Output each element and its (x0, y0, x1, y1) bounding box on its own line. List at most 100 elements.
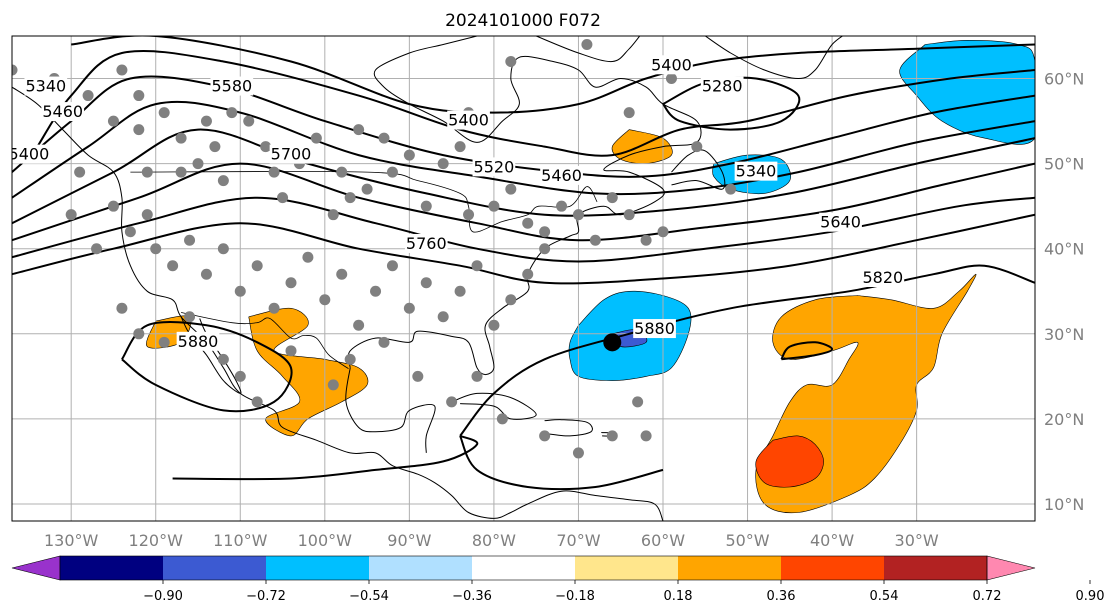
contour-label: 5580 (211, 77, 252, 96)
coastline (671, 149, 726, 190)
contour-label: 5460 (42, 102, 83, 121)
contour-label-bg (12, 144, 51, 164)
station-dot (234, 285, 246, 297)
station-dot (209, 141, 221, 153)
colorbar-tick-label: −0.72 (246, 589, 286, 604)
station-dot (226, 107, 238, 119)
station-dot (268, 166, 280, 178)
station-dot (107, 200, 119, 212)
station-dot (572, 447, 584, 459)
figure-title: 2024101000 F072 (445, 11, 601, 31)
station-dot (496, 413, 508, 425)
contour-label: 5820 (862, 268, 903, 287)
colorbar: −0.90 −0.72 −0.54 −0.36 −0.18 0.18 0.36 0.54 0.7… (11, 555, 1104, 604)
station-dot (74, 166, 86, 178)
lon-tick-label: 50°W (725, 531, 769, 550)
colorbar-segment (369, 556, 472, 580)
station-dot (327, 209, 339, 221)
contour-label: 5760 (406, 234, 447, 253)
colorbar-tick-label: −0.18 (555, 589, 595, 604)
station-dot (192, 158, 204, 170)
station-dot (234, 370, 246, 382)
lon-tick-label: 40°W (810, 531, 854, 550)
station-dot (285, 277, 297, 289)
contour-label-bg (633, 319, 676, 339)
height-contour (12, 100, 1035, 199)
contour-label-bg (269, 144, 313, 164)
shade-region-greenland-sea (899, 39, 1035, 145)
station-dot (141, 166, 153, 178)
station-dot (124, 226, 136, 238)
lon-tick-label: 100°W (298, 531, 353, 550)
station-dot (167, 260, 179, 272)
station-dot (556, 200, 568, 212)
lon-tick-label: 120°W (129, 531, 184, 550)
contour-label-bg (472, 157, 516, 177)
station-dot (175, 166, 187, 178)
station-dot (353, 124, 365, 136)
station-dot (217, 353, 229, 365)
contour-label-bg (540, 165, 583, 185)
station-dot (505, 183, 517, 195)
station-dot (184, 234, 196, 246)
contour-label: 5520 (474, 157, 515, 176)
colorbar-tick-label: 0.54 (870, 589, 899, 604)
station-dot (539, 226, 551, 238)
contour-label: 5880 (178, 332, 219, 351)
contour-label: 5460 (541, 166, 582, 185)
station-dot (327, 379, 339, 391)
station-dot (133, 90, 145, 102)
height-contour (459, 435, 664, 491)
station-dot (454, 285, 466, 297)
lon-tick-label: 30°W (895, 531, 939, 550)
station-dot (277, 192, 289, 204)
colorbar-segment (884, 556, 987, 580)
station-dot (386, 260, 398, 272)
contour-label-bg (404, 233, 448, 253)
contour-label-bg (650, 55, 693, 75)
height-contour (12, 162, 1035, 242)
station-dot (285, 345, 297, 357)
contour-label: 5280 (702, 77, 743, 96)
station-dot (623, 209, 635, 221)
contour-label: 5340 (25, 77, 66, 96)
station-dot (116, 302, 128, 314)
lat-tick-label: 40°N (1044, 240, 1084, 259)
colorbar-extend-low (11, 555, 61, 581)
station-dot (403, 302, 415, 314)
contour-label: 5400 (448, 111, 489, 130)
station-dot (632, 396, 644, 408)
station-dot (361, 183, 373, 195)
station-dot (336, 166, 348, 178)
colorbar-segment (266, 556, 369, 580)
station-dot (378, 336, 390, 348)
station-dot (623, 107, 635, 119)
station-dot (141, 209, 153, 221)
colorbar-segment (781, 556, 884, 580)
station-dot (589, 234, 601, 246)
station-dot (522, 217, 534, 229)
station-dot (471, 370, 483, 382)
colorbar-extend-high (986, 555, 1036, 581)
colorbar-frame (59, 555, 988, 581)
station-dot (217, 175, 229, 187)
station-dot (158, 107, 170, 119)
contour-label-bg (447, 110, 490, 130)
center-marker (603, 333, 622, 352)
contour-label: 5640 (820, 213, 861, 232)
contour-label: 5340 (736, 162, 777, 181)
contour-label-bg (210, 76, 254, 96)
height-contour (12, 196, 1035, 263)
station-dot (353, 319, 365, 331)
station-dot (344, 192, 356, 204)
station-dot (12, 64, 18, 76)
station-dots (12, 39, 737, 459)
station-dot (725, 183, 737, 195)
station-dot (378, 132, 390, 144)
station-dot (91, 243, 103, 255)
height-contour (172, 434, 479, 481)
coastline (451, 392, 537, 420)
country-border (130, 171, 598, 233)
station-dot (437, 158, 449, 170)
